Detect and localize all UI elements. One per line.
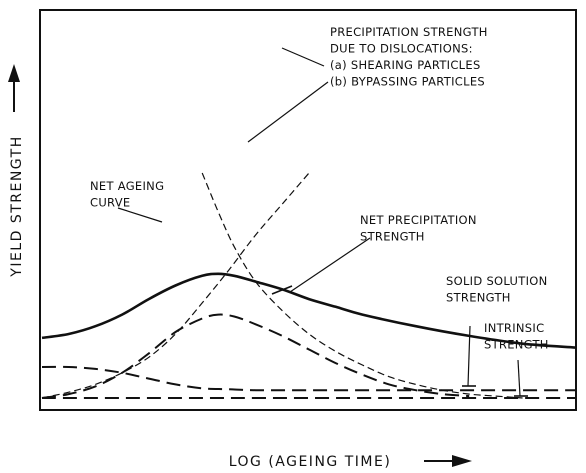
leader-intrinsic [517, 359, 521, 397]
annotation-ageing-line-2: CURVE [90, 196, 130, 210]
y-axis-label: YIELD STRENGTH [9, 135, 25, 277]
series-shearing-line [41, 172, 310, 399]
leader-solid-solution [467, 325, 471, 387]
annotation-leaders [117, 47, 528, 397]
series-solid-solution-line [41, 365, 575, 392]
series-bypassing-line [201, 172, 523, 399]
annotation-netprecip-line-2: STRENGTH [360, 230, 425, 244]
x-axis-arrowhead [452, 455, 472, 467]
tick-net-precipitation [271, 285, 293, 295]
annotations: PRECIPITATION STRENGTH DUE TO DISLOCATION… [90, 25, 549, 352]
leader-net-ageing [117, 207, 163, 223]
annotation-intrinsic-line-1: INTRINSIC [484, 321, 544, 335]
series-net-ageing-line [41, 272, 575, 349]
y-axis-arrowhead [8, 64, 20, 82]
leader-net-precipitation [289, 237, 371, 293]
axis-labels: YIELD STRENGTH LOG (AGEING TIME) [8, 64, 472, 470]
annotation-intrinsic-line-2: STRENGTH [484, 338, 549, 352]
annotation-solid-line-2: STRENGTH [446, 291, 511, 305]
x-axis-label: LOG (AGEING TIME) [229, 454, 392, 470]
annotation-precip-line-2: DUE TO DISLOCATIONS: [330, 42, 473, 56]
curves [41, 172, 575, 400]
annotation-netprecip-line-1: NET PRECIPITATION [360, 213, 477, 227]
annotation-ageing-line-1: NET AGEING [90, 179, 164, 193]
series-net-precipitation-line [41, 313, 470, 399]
annotation-precip-line-3: (a) SHEARING PARTICLES [330, 58, 481, 72]
plot-frame [39, 9, 577, 411]
annotation-solid-line-1: SOLID SOLUTION [446, 274, 548, 288]
annotation-precip-line-1: PRECIPITATION STRENGTH [330, 25, 488, 39]
leader-bypassing [247, 81, 329, 143]
annotation-precip-line-4: (b) BYPASSING PARTICLES [330, 75, 485, 89]
leader-shearing [281, 47, 325, 67]
plot-border [39, 9, 577, 411]
